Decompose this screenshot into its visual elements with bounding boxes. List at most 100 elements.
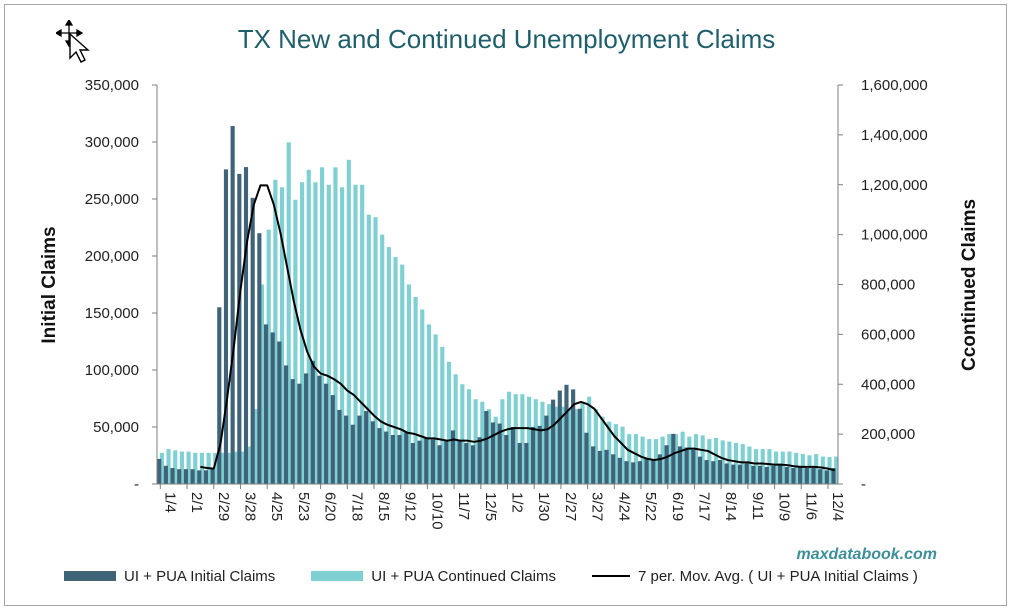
initial-claims-bar	[297, 383, 302, 484]
initial-claims-bar	[470, 445, 476, 484]
initial-claims-bar	[758, 465, 763, 484]
continued-claims-bar	[660, 436, 665, 484]
initial-claims-bar	[737, 464, 743, 484]
continued-claims-bar	[513, 394, 518, 484]
source-label: maxdatabook.com	[796, 546, 937, 563]
initial-claims-bar	[677, 446, 683, 484]
x-tick-label: 2/1	[188, 492, 205, 513]
chart-title: TX New and Continued Unemployment Claims	[237, 24, 776, 54]
initial-claims-bar	[210, 469, 215, 484]
initial-claims-bar	[637, 461, 642, 484]
continued-claims-bar	[774, 451, 779, 484]
continued-claims-bar	[533, 399, 538, 484]
initial-claims-bar	[444, 440, 449, 484]
continued-claims-bar	[834, 456, 839, 484]
continued-claims-bar	[233, 451, 238, 484]
initial-claims-bar	[524, 442, 529, 484]
continued-claims-bar	[633, 434, 638, 485]
continued-claims-bar	[820, 456, 825, 484]
initial-claims-bar	[250, 197, 255, 485]
initial-claims-bar	[417, 440, 422, 484]
initial-claims-bar	[304, 373, 309, 484]
x-tick-label: 6/20	[322, 492, 339, 521]
legend-line-movavg	[591, 575, 630, 577]
continued-claims-bar	[346, 159, 351, 484]
initial-claims-bar	[230, 126, 235, 484]
initial-claims-bar	[263, 324, 269, 484]
continued-claims-bar	[540, 401, 545, 484]
initial-claims-bar	[818, 469, 823, 484]
continued-claims-bar	[787, 451, 792, 484]
initial-claims-bar	[477, 437, 482, 484]
y-tick-label: 150,000	[85, 305, 139, 322]
legend: UI + PUA Initial Claims UI + PUA Continu…	[64, 566, 954, 586]
y-axis-ticks: - 50,000 100,000 150,000 200,000 250,000 300,0…	[85, 77, 157, 493]
continued-claims-bar	[506, 391, 512, 484]
initial-claims-bar	[490, 422, 496, 484]
legend-swatch-continued	[311, 571, 364, 581]
continued-claims-bar	[640, 436, 645, 484]
x-tick-label: 4/24	[615, 492, 632, 521]
continued-claims-bar	[700, 435, 705, 484]
y2-tick-label: -	[861, 476, 866, 493]
initial-claims-bar	[751, 465, 756, 484]
continued-claims-bar	[340, 187, 345, 485]
initial-claims-bar	[497, 423, 502, 484]
legend-label-movavg: 7 per. Mov. Avg. ( UI + PUA Initial Clai…	[637, 567, 918, 585]
y2-tick-label: 800,000	[861, 277, 915, 294]
initial-claims-bar	[531, 427, 536, 484]
initial-claims-bar	[824, 470, 829, 484]
x-tick-label: 3/28	[241, 492, 258, 521]
continued-claims-bar	[306, 169, 311, 485]
initial-claims-bar	[564, 384, 569, 484]
initial-claims-bar	[584, 432, 589, 484]
x-tick-label: 7/17	[695, 492, 712, 521]
initial-claims-bar	[624, 461, 629, 484]
initial-claims-bar	[157, 458, 162, 484]
continued-claims-bar	[193, 452, 198, 484]
continued-claims-bar	[199, 452, 204, 484]
initial-claims-bar	[197, 470, 202, 484]
y2-tick-label: 1,200,000	[861, 177, 928, 194]
initial-claims-bar	[778, 464, 783, 484]
continued-claims-bar	[400, 264, 405, 484]
initial-claims-bar	[724, 463, 729, 484]
continued-claims-bar	[800, 454, 805, 484]
initial-claims-bar	[577, 408, 582, 484]
legend-item-movavg: 7 per. Mov. Avg. ( UI + PUA Initial Clai…	[591, 567, 918, 585]
x-tick-label: 3/27	[589, 492, 606, 521]
initial-claims-bar	[330, 395, 335, 484]
continued-claims-bar	[747, 446, 752, 484]
continued-claims-bar	[587, 396, 592, 484]
initial-claims-bar	[717, 460, 723, 484]
continued-claims-bar	[326, 184, 331, 484]
initial-claims-bar	[537, 425, 542, 484]
initial-claims-bar	[697, 456, 703, 484]
initial-claims-bar	[237, 173, 242, 485]
continued-claims-bar	[653, 439, 658, 484]
y2-axis-ticks: - 200,000 400,000 600,000 800,000 1,000,000 1,…	[838, 77, 928, 493]
x-tick-label: 10/10	[428, 492, 445, 530]
continued-claims-bar	[333, 167, 338, 485]
continued-claims-bar	[453, 374, 458, 484]
legend-label-continued: UI + PUA Continued Claims	[371, 567, 556, 585]
initial-claims-bar	[450, 430, 456, 484]
x-tick-label: 12/5	[482, 492, 499, 521]
continued-claims-bar	[266, 229, 271, 484]
continued-claims-bar	[313, 182, 318, 484]
initial-claims-bar	[464, 442, 469, 484]
continued-claims-bar	[673, 434, 679, 485]
initial-claims-bar	[350, 424, 355, 484]
x-tick-label: 9/11	[749, 492, 766, 520]
y-tick-label: 300,000	[85, 134, 139, 151]
y2-tick-label: 1,400,000	[861, 127, 928, 144]
initial-claims-bar	[657, 454, 663, 484]
continued-claims-bar	[460, 384, 465, 484]
x-tick-label: 8/15	[375, 492, 392, 521]
initial-claims-bar	[404, 432, 409, 484]
initial-claims-bar	[791, 468, 796, 484]
continued-claims-bar	[213, 452, 218, 484]
initial-claims-bar	[290, 379, 295, 484]
continued-claims-bar	[520, 394, 525, 484]
initial-claims-bar	[364, 411, 369, 484]
